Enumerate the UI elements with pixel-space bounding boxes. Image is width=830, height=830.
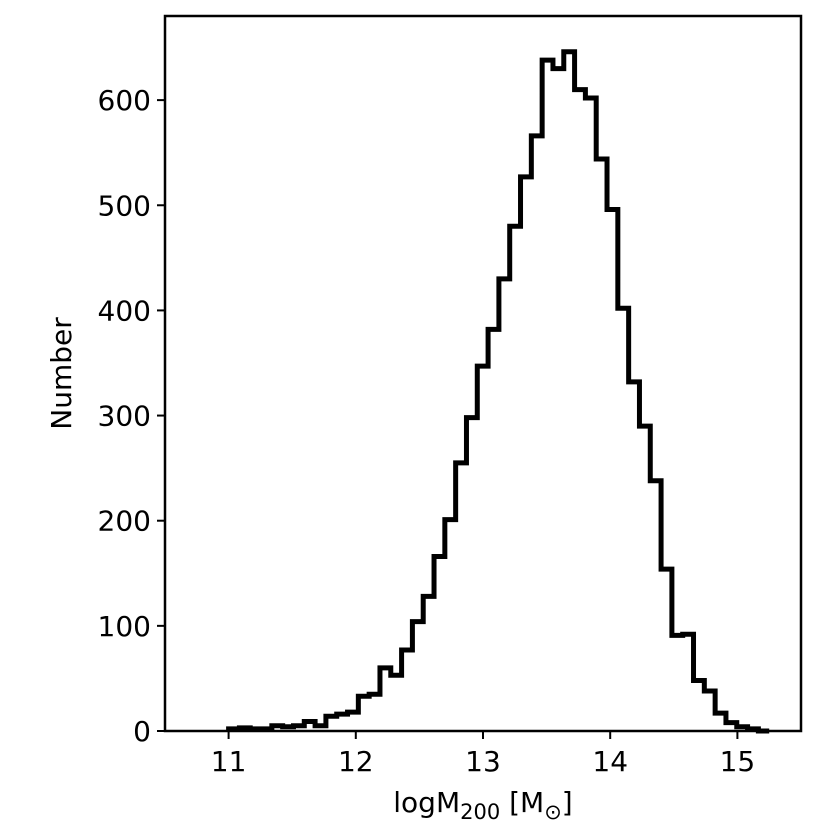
x-tick-label: 11: [211, 745, 247, 778]
x-tick-label: 15: [720, 745, 756, 778]
x-axis-label-unit: [M: [500, 786, 544, 819]
y-tick-label: 600: [98, 84, 151, 117]
x-tick-label: 12: [338, 745, 374, 778]
y-tick-label: 0: [133, 715, 151, 748]
y-tick-label: 500: [98, 189, 151, 222]
x-axis-label: logM200 [M⊙]: [393, 786, 572, 824]
y-axis-label: Number: [45, 317, 78, 430]
y-tick-label: 300: [98, 400, 151, 433]
x-tick-label: 14: [592, 745, 628, 778]
y-tick-label: 200: [98, 505, 151, 538]
y-axis-ticks: 0 100 200 300 400 500 600: [98, 84, 165, 748]
x-axis-label-close: ]: [562, 786, 573, 819]
histogram-step-line: [226, 49, 770, 734]
x-axis-label-unit-subscript: ⊙: [544, 800, 562, 824]
y-tick-label: 100: [98, 610, 151, 643]
x-axis-label-subscript: 200: [460, 800, 500, 824]
x-axis-label-main: logM: [393, 786, 460, 819]
x-axis-ticks: 11 12 13 14 15: [211, 731, 755, 778]
axes-frame: [163, 14, 803, 733]
x-tick-label: 13: [465, 745, 501, 778]
y-tick-label: 400: [98, 294, 151, 327]
